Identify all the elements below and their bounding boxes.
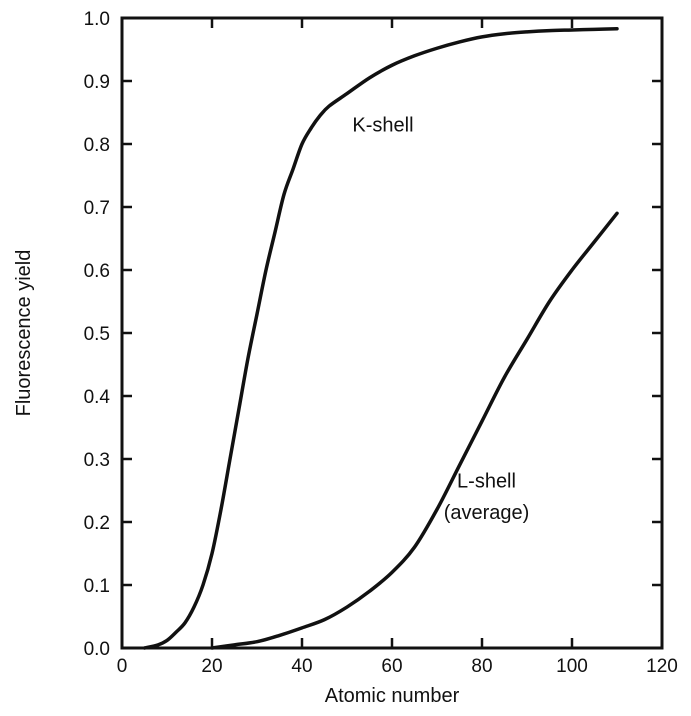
y-tick-label: 0.6 bbox=[84, 261, 110, 282]
y-tick-label: 0.0 bbox=[84, 639, 110, 660]
y-tick-label: 1.0 bbox=[84, 9, 110, 30]
y-tick-label: 0.4 bbox=[84, 387, 111, 408]
y-tick-label: 0.5 bbox=[84, 324, 110, 345]
x-axis-title: Atomic number bbox=[325, 685, 460, 707]
y-axis-title: Fluorescence yield bbox=[13, 250, 35, 417]
series-group bbox=[142, 26, 619, 650]
y-tick-label: 0.7 bbox=[84, 198, 110, 219]
x-tick-label: 20 bbox=[201, 656, 222, 677]
annotations-group: K-shell L-shell (average) bbox=[352, 114, 529, 523]
axis-tick-labels: 0 20 40 60 80 100 120 0.0 0.1 0.2 0.3 0.4 0.5 0.6 0.7 0… bbox=[84, 9, 678, 677]
curve-label: (average) bbox=[444, 502, 530, 524]
x-tick-label: 120 bbox=[646, 656, 678, 677]
y-tick-label: 0.9 bbox=[84, 72, 110, 93]
x-tick-label: 40 bbox=[291, 656, 312, 677]
y-tick-label: 0.3 bbox=[84, 450, 110, 471]
axis-ticks bbox=[120, 16, 664, 650]
x-tick-label: 100 bbox=[556, 656, 588, 677]
plot-frame bbox=[120, 16, 664, 650]
x-tick-label: 80 bbox=[471, 656, 492, 677]
y-tick-label: 0.8 bbox=[84, 135, 110, 156]
l-shell-line bbox=[210, 211, 619, 650]
k-shell-line bbox=[142, 26, 619, 650]
curve-label: K-shell bbox=[352, 114, 413, 136]
curve-label: L-shell bbox=[457, 470, 516, 492]
y-tick-label: 0.2 bbox=[84, 513, 110, 534]
y-tick-label: 0.1 bbox=[84, 576, 110, 597]
x-tick-label: 60 bbox=[381, 656, 402, 677]
x-tick-label: 0 bbox=[117, 656, 128, 677]
